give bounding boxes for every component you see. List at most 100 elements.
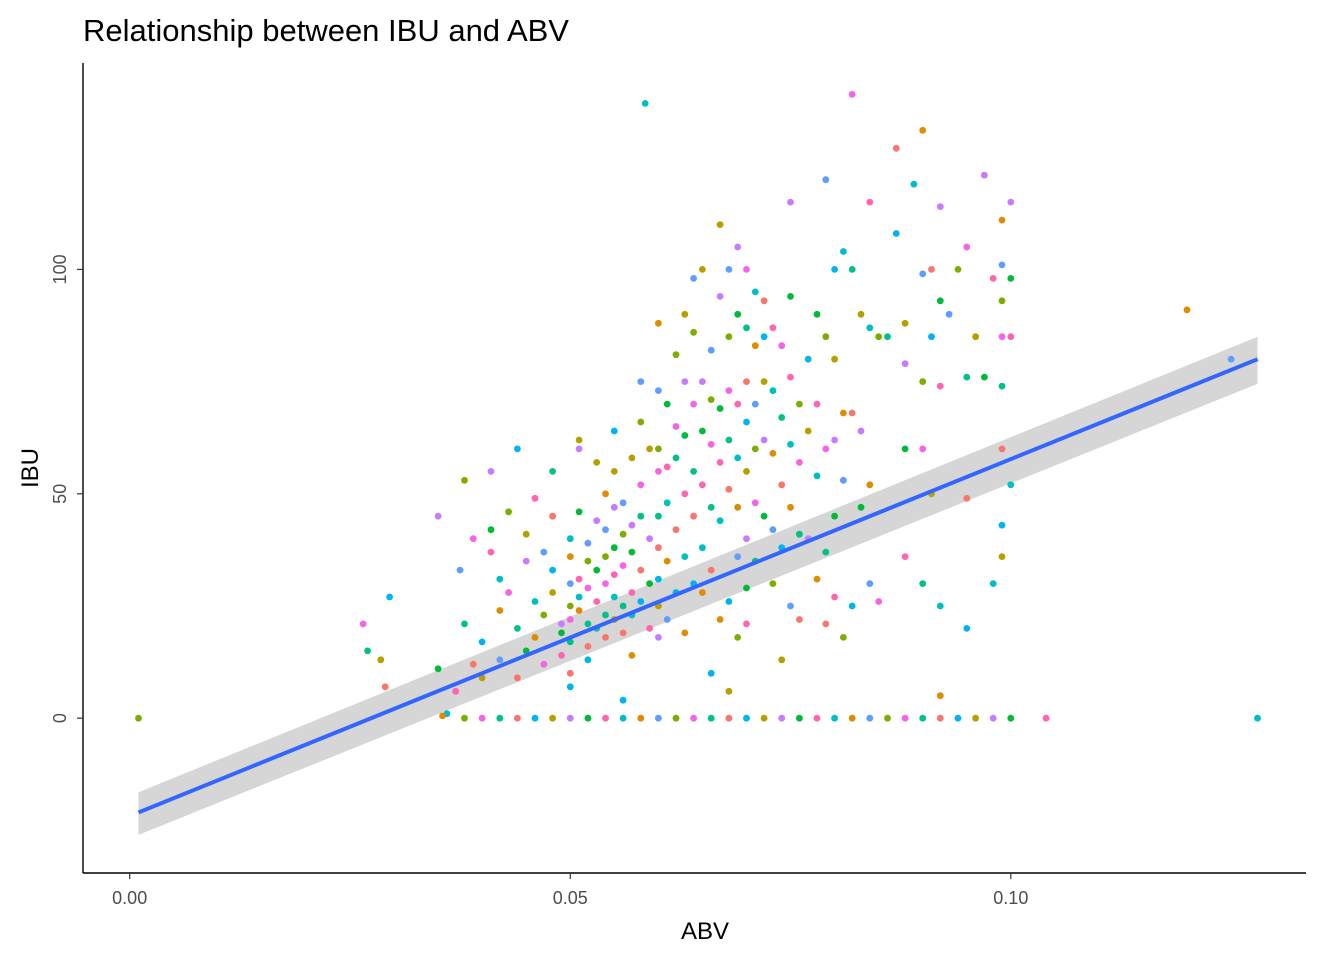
- data-point: [496, 607, 504, 614]
- trend-line-layer: [137, 357, 1259, 815]
- data-point: [892, 144, 900, 152]
- data-point: [840, 476, 847, 484]
- data-point: [641, 100, 649, 107]
- data-point: [522, 530, 530, 538]
- data-point: [751, 342, 759, 350]
- data-point: [848, 714, 856, 722]
- data-point: [469, 660, 477, 668]
- data-point: [1007, 481, 1015, 489]
- data-point: [787, 441, 794, 448]
- data-point: [619, 714, 627, 722]
- data-point: [558, 620, 565, 628]
- data-point: [989, 275, 997, 282]
- data-point: [593, 598, 601, 605]
- data-point: [575, 436, 583, 444]
- data-point: [690, 400, 697, 408]
- data-point: [743, 324, 750, 332]
- data-point: [751, 445, 759, 453]
- data-point: [610, 468, 618, 475]
- data-point: [478, 714, 486, 722]
- data-point: [936, 602, 944, 610]
- data-point: [619, 696, 627, 704]
- data-point: [531, 598, 539, 605]
- data-point: [505, 589, 512, 596]
- data-point: [549, 589, 556, 596]
- data-point: [707, 669, 715, 677]
- data-point: [787, 503, 794, 511]
- data-point: [655, 468, 662, 475]
- data-point: [796, 616, 803, 623]
- data-point: [901, 319, 909, 327]
- data-point: [690, 512, 697, 520]
- data-point: [584, 539, 592, 547]
- data-point: [566, 535, 574, 543]
- data-point: [734, 553, 742, 560]
- data-point: [610, 571, 618, 578]
- data-point: [778, 656, 786, 664]
- data-point: [919, 126, 927, 134]
- data-point: [743, 535, 750, 543]
- data-point: [690, 468, 697, 475]
- data-point: [540, 611, 548, 619]
- y-tick-label: 100: [50, 254, 70, 284]
- data-point: [787, 373, 794, 381]
- data-point: [610, 593, 618, 601]
- data-point: [575, 575, 583, 583]
- data-point: [584, 643, 592, 650]
- data-point: [919, 445, 927, 453]
- data-point: [628, 652, 636, 659]
- data-point: [848, 602, 856, 610]
- data-point: [487, 526, 495, 534]
- data-point: [778, 342, 786, 350]
- data-point: [610, 544, 618, 552]
- data-point: [901, 360, 909, 368]
- data-point: [575, 445, 583, 453]
- data-point: [699, 427, 706, 435]
- trend-line: [137, 357, 1259, 815]
- data-point: [628, 454, 636, 462]
- data-point: [584, 557, 592, 565]
- data-point: [734, 400, 742, 408]
- data-point: [936, 203, 944, 211]
- data-point: [602, 526, 609, 534]
- data-point: [655, 512, 662, 520]
- data-point: [628, 548, 636, 556]
- data-point: [769, 580, 777, 587]
- data-point: [566, 669, 574, 677]
- data-point: [963, 494, 971, 502]
- data-point: [822, 620, 830, 628]
- data-point: [822, 333, 830, 341]
- data-point: [751, 499, 759, 507]
- data-point: [540, 660, 548, 668]
- data-point: [928, 333, 935, 341]
- data-point: [672, 714, 680, 722]
- data-point: [866, 481, 874, 489]
- data-point: [813, 714, 821, 722]
- data-point: [628, 589, 636, 596]
- data-point: [1042, 714, 1050, 722]
- data-point: [743, 468, 750, 475]
- data-point: [743, 266, 750, 273]
- data-point: [566, 553, 574, 560]
- data-point: [716, 405, 724, 412]
- data-point: [364, 647, 371, 655]
- data-point: [760, 512, 768, 520]
- data-point: [566, 580, 574, 587]
- data-point: [822, 548, 830, 556]
- data-point: [540, 548, 548, 556]
- data-point: [716, 517, 724, 525]
- data-point: [452, 687, 460, 695]
- data-point: [919, 714, 927, 722]
- data-point: [866, 198, 874, 206]
- data-point: [989, 580, 997, 587]
- data-point: [637, 512, 645, 520]
- data-point: [1007, 275, 1015, 282]
- data-point: [681, 629, 689, 637]
- data-point: [963, 625, 971, 632]
- data-point: [831, 512, 838, 520]
- data-point: [593, 566, 601, 574]
- data-point: [857, 310, 865, 318]
- data-point: [725, 714, 733, 722]
- data-point: [566, 714, 574, 722]
- data-point: [716, 293, 724, 300]
